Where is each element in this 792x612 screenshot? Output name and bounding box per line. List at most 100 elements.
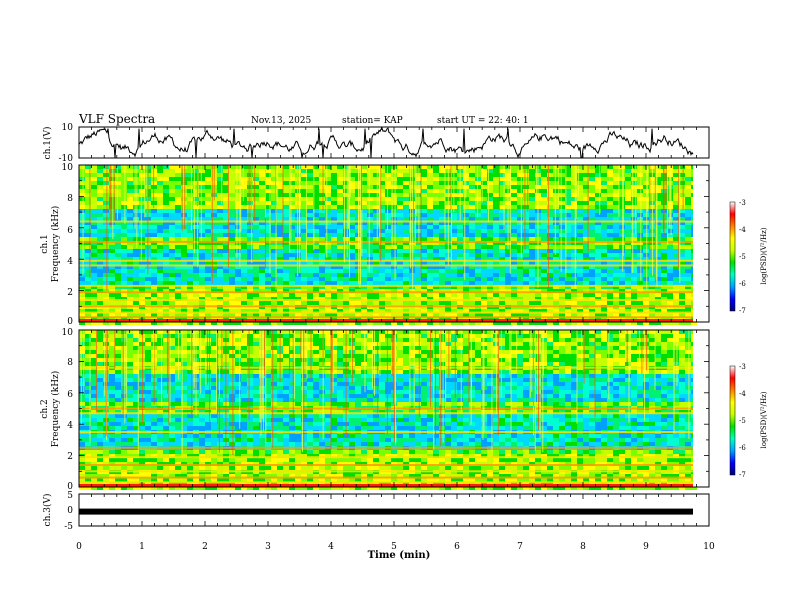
spectrogram-cell (589, 229, 595, 233)
spectrogram-cell (133, 225, 139, 229)
spectrogram-cell (151, 269, 157, 273)
spectrogram-cell (607, 213, 613, 217)
spectrogram-spike (348, 165, 350, 229)
spectrogram-cell (619, 338, 625, 342)
spectrogram-cell (517, 245, 523, 249)
spectrogram-cell (541, 185, 547, 189)
spectrogram-cell (583, 330, 589, 334)
spectrogram-cell (619, 281, 625, 285)
spectrogram-cell (415, 269, 421, 273)
spectrogram-cell (283, 245, 289, 249)
spectrogram-cell (391, 185, 397, 189)
spectrogram-cell (397, 313, 403, 317)
spectrogram-cell (493, 321, 499, 325)
spectrogram-cell (379, 241, 385, 245)
spectrogram-cell (181, 289, 187, 293)
spectrogram-cell (79, 237, 85, 241)
spectrogram-cell (655, 293, 661, 297)
spectrogram-cell (631, 245, 637, 249)
spectrogram-cell (685, 330, 691, 334)
spectrogram-cell (127, 221, 133, 225)
spectrogram-cell (265, 334, 271, 338)
spectrogram-cell (241, 177, 247, 181)
spectrogram-cell (427, 181, 433, 185)
spectrogram-cell (163, 249, 169, 253)
spectrogram-cell (301, 221, 307, 225)
spectrogram-cell (499, 293, 505, 297)
spectrogram-cell (439, 265, 445, 269)
spectrogram-cell (487, 245, 493, 249)
spectrogram-cell (613, 350, 619, 354)
spectrogram-cell (547, 297, 553, 301)
spectrogram-cell (127, 229, 133, 233)
spectrogram-cell (277, 265, 283, 269)
spectrogram-cell (613, 273, 619, 277)
spectrogram-cell (103, 213, 109, 217)
spectrogram-cell (547, 257, 553, 261)
spectrogram-cell (523, 281, 529, 285)
spectrogram-cell (325, 269, 331, 273)
spectrogram-cell (307, 177, 313, 181)
spectrogram-cell (469, 297, 475, 301)
spectrogram-cell (265, 181, 271, 185)
spectrogram-cell (121, 261, 127, 265)
spectrogram-cell (157, 205, 163, 209)
spectrogram-cell (175, 213, 181, 217)
spectrogram-cell (103, 201, 109, 205)
spectrogram-cell (601, 249, 607, 253)
spectrogram-cell (127, 181, 133, 185)
spectrogram-cell (355, 285, 361, 289)
spectrogram-cell (601, 253, 607, 257)
spectrogram-cell (571, 225, 577, 229)
spectrogram-cell (421, 289, 427, 293)
spectrogram-cell (457, 281, 463, 285)
spectrogram-cell (271, 334, 277, 338)
spectrogram-cell (571, 213, 577, 217)
spectrogram-cell (331, 257, 337, 261)
spectrogram-cell (631, 293, 637, 297)
spectrogram-cell (679, 257, 685, 261)
spectrogram-cell (313, 245, 319, 249)
spectrogram-cell (241, 165, 247, 169)
spectrogram-cell (637, 321, 643, 325)
spectrogram-cell (253, 217, 259, 221)
spectrogram-cell (133, 185, 139, 189)
spectrogram-cell (271, 233, 277, 237)
spectrogram-cell (541, 261, 547, 265)
spectrogram-cell (469, 269, 475, 273)
spectrogram-cell (559, 257, 565, 261)
spectrogram-cell (529, 169, 535, 173)
spectrogram-cell (187, 273, 193, 277)
spectrogram-cell (673, 285, 679, 289)
spectrogram-cell (529, 249, 535, 253)
spectrogram-cell (553, 334, 559, 338)
spectrogram-cell (685, 334, 691, 338)
spectrogram-cell (541, 334, 547, 338)
spectrogram-cell (331, 350, 337, 354)
spectrogram-cell (151, 225, 157, 229)
spectrogram-cell (421, 169, 427, 173)
spectrogram-cell (421, 229, 427, 233)
spectrogram-cell (385, 277, 391, 281)
spectrogram-cell (211, 289, 217, 293)
spectrogram-cell (325, 193, 331, 197)
spectrogram-cell (679, 313, 685, 317)
spectrogram-cell (235, 217, 241, 221)
spectrogram-spike (655, 165, 657, 281)
spectrogram-cell (139, 257, 145, 261)
spectrogram-cell (523, 169, 529, 173)
spectrogram-cell (667, 209, 673, 213)
spectrogram-cell (211, 253, 217, 257)
spectrogram-spike (667, 165, 669, 246)
spectrogram-cell (403, 253, 409, 257)
spectrogram-cell (187, 297, 193, 301)
spectrogram-cell (337, 169, 343, 173)
spectrogram-cell (271, 342, 277, 346)
spectrogram-cell (319, 338, 325, 342)
spectrogram-cell (79, 269, 85, 273)
spectrogram-cell (469, 205, 475, 209)
spectrogram-cell (151, 237, 157, 241)
spectrogram-cell (475, 173, 481, 177)
spectrogram-cell (349, 169, 355, 173)
spectrogram-cell (475, 285, 481, 289)
